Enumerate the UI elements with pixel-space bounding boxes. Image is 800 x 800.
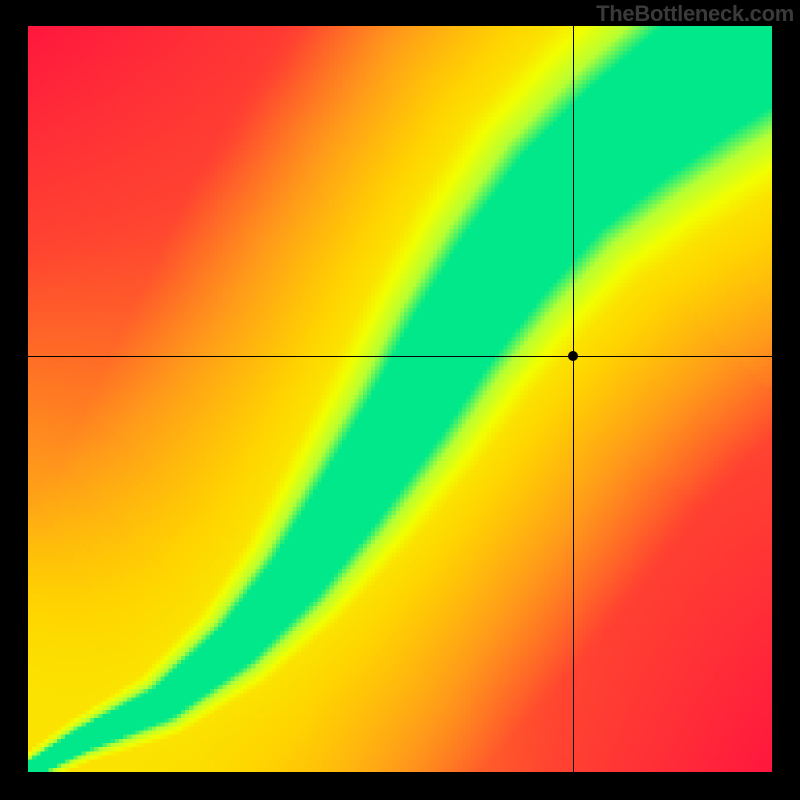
crosshair-vertical (573, 26, 574, 772)
crosshair-horizontal (28, 356, 772, 357)
plot-area (28, 26, 772, 772)
heatmap-canvas (28, 26, 772, 772)
watermark-text: TheBottleneck.com (596, 0, 800, 27)
marker-dot (568, 351, 578, 361)
